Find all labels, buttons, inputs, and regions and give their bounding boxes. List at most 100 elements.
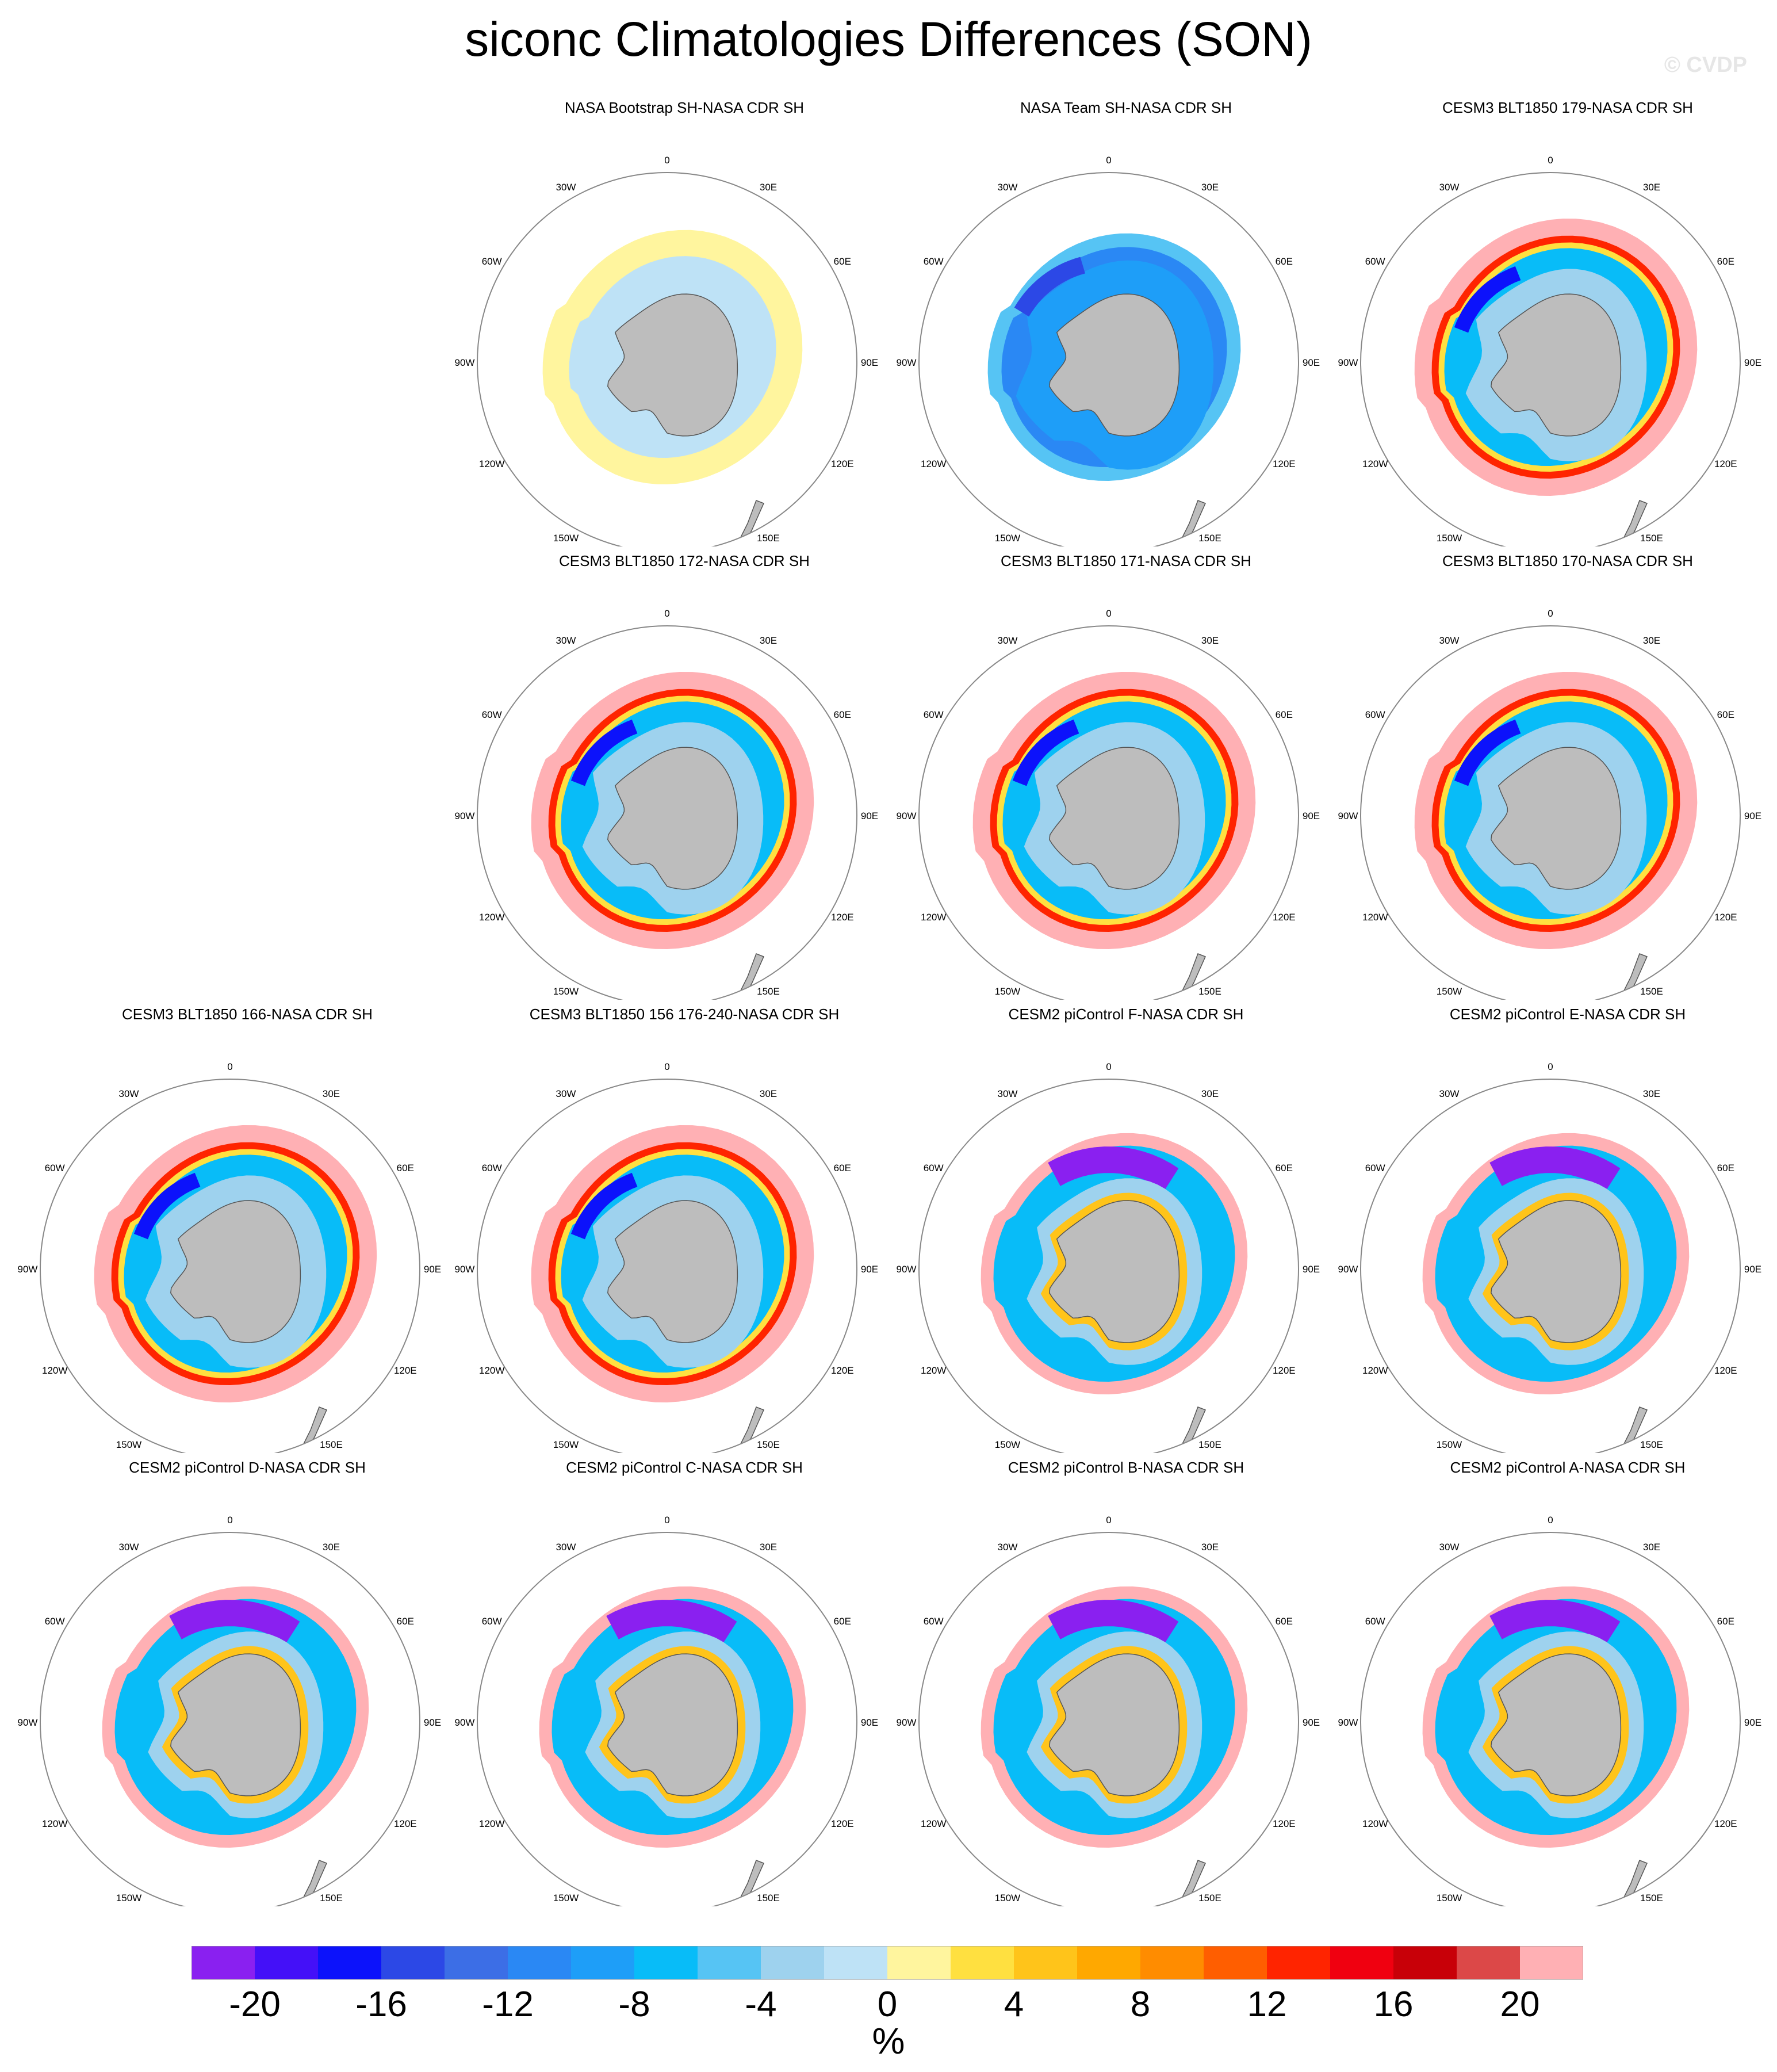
longitude-label: 120E — [1273, 458, 1296, 469]
polar-map: 030E60E90E120E150E180150W120W90W60W30W — [455, 1515, 878, 1906]
longitude-label: 150W — [995, 1439, 1020, 1450]
field-strong-negative — [606, 1600, 737, 1644]
polar-map: 030E60E90E120E150E180150W120W90W60W30W — [897, 608, 1320, 1000]
longitude-label: 120E — [394, 1818, 417, 1829]
longitude-label: 60E — [1276, 256, 1293, 267]
longitude-label: 60E — [397, 1163, 414, 1173]
map-boundary — [40, 1079, 420, 1453]
map-panel: NASA Bootstrap SH-NASA CDR SH 0 30E 60E 90E 1… — [437, 98, 932, 546]
colorbar-swatch — [887, 1946, 951, 1979]
longitude-label: 120E — [1273, 912, 1296, 923]
figure-title: siconc Climatologies Differences (SON) — [465, 12, 1312, 66]
longitude-label: 60E — [1717, 1163, 1734, 1173]
longitude-label: 0 — [227, 1515, 232, 1526]
longitude-label: 90W — [897, 811, 917, 821]
longitude-label: 90E — [1744, 1264, 1761, 1275]
south-america-landmass — [477, 660, 523, 693]
antarctica-landmass — [1491, 1200, 1622, 1343]
polar-map: 030E60E90E120E150E180150W120W90W60W30W — [455, 608, 878, 1000]
panel-title: NASA Team SH-NASA CDR SH — [1020, 99, 1232, 116]
longitude-label: 30W — [119, 1542, 139, 1553]
longitude-label: 60W — [1365, 1616, 1385, 1627]
tasmania-landmass — [1288, 511, 1298, 537]
longitude-label: 0 — [664, 1061, 669, 1072]
field-strong-negative — [169, 1600, 300, 1644]
longitude-label: 90E — [861, 1264, 878, 1275]
longitude-label: 150E — [1640, 1439, 1663, 1450]
longitude-label: 30W — [998, 1088, 1018, 1099]
longitude-label: 120E — [1714, 1818, 1737, 1829]
panel-title: CESM2 piControl B-NASA CDR SH — [1008, 1459, 1244, 1476]
longitude-label: 150E — [757, 1439, 780, 1450]
panel-title: CESM2 piControl E-NASA CDR SH — [1449, 1006, 1686, 1023]
south-america-landmass — [40, 1113, 86, 1146]
panel-title: CESM2 piControl A-NASA CDR SH — [1450, 1459, 1686, 1476]
longitude-label: 150W — [1437, 1893, 1462, 1903]
longitude-label: 90E — [1303, 357, 1320, 368]
longitude-label: 60W — [482, 1163, 502, 1173]
panel-title: CESM3 BLT1850 166-NASA CDR SH — [122, 1006, 373, 1023]
field-strong-negative — [1048, 1146, 1179, 1191]
longitude-label: 120E — [1714, 1365, 1737, 1376]
longitude-label: 120E — [831, 1365, 854, 1376]
longitude-label: 120W — [1362, 458, 1388, 469]
longitude-label: 60E — [1717, 709, 1734, 720]
longitude-label: 90E — [1303, 1264, 1320, 1275]
longitude-label: 30E — [323, 1088, 340, 1099]
south-america-landmass — [40, 1566, 86, 1599]
field-strong-negative — [1012, 719, 1079, 786]
longitude-label: 90E — [1744, 1717, 1761, 1728]
longitude-label: 150E — [1198, 986, 1221, 997]
tasmania-landmass — [1730, 964, 1740, 990]
longitude-label: 90W — [18, 1717, 38, 1728]
longitude-label: 60W — [45, 1616, 65, 1627]
longitude-label: 60E — [834, 1163, 851, 1173]
longitude-label: 0 — [1548, 1515, 1553, 1526]
longitude-label: 30E — [1643, 1088, 1660, 1099]
tasmania-landmass — [1288, 964, 1298, 990]
south-america-landmass — [1361, 1113, 1407, 1146]
longitude-label: 90E — [861, 357, 878, 368]
panel-title: CESM3 BLT1850 179-NASA CDR SH — [1442, 99, 1693, 116]
south-america-landmass — [919, 1566, 965, 1599]
map-panel: CESM2 piControl D-NASA CDR SH 0 30E 60E 90E 1… — [0, 1458, 495, 1906]
longitude-label: 150W — [116, 1439, 141, 1450]
colorbar-tick-label: 4 — [1004, 1985, 1024, 2021]
longitude-label: 120W — [921, 1365, 946, 1376]
map-boundary — [1360, 1079, 1741, 1453]
longitude-label: 150W — [1437, 986, 1462, 997]
longitude-label: 150E — [1640, 533, 1663, 544]
longitude-label: 120W — [479, 458, 504, 469]
colorbar-swatch — [1204, 1946, 1267, 1979]
colorbar-swatch — [255, 1946, 318, 1979]
south-america-landmass — [1361, 207, 1407, 239]
longitude-label: 0 — [1106, 155, 1111, 166]
longitude-label: 120W — [921, 1818, 946, 1829]
colorbar-swatch — [761, 1946, 824, 1979]
colorbar-swatch — [951, 1946, 1014, 1979]
south-america-landmass — [1361, 660, 1407, 693]
longitude-label: 150E — [1640, 1893, 1663, 1903]
polar-map: 030E60E90E120E150E180150W120W90W60W30W — [897, 1515, 1320, 1906]
colorbar-tick-label: 8 — [1131, 1985, 1150, 2021]
antarctica-landmass — [1491, 747, 1622, 890]
map-boundary — [918, 1079, 1299, 1453]
tasmania-landmass — [1288, 1417, 1298, 1443]
longitude-label: 0 — [227, 1061, 232, 1072]
map-boundary — [1360, 625, 1741, 1000]
longitude-label: 30E — [1201, 635, 1219, 646]
longitude-label: 60W — [1365, 709, 1385, 720]
longitude-label: 120W — [921, 912, 946, 923]
longitude-label: 150W — [995, 533, 1020, 544]
tasmania-landmass — [847, 1871, 856, 1897]
longitude-label: 150E — [320, 1893, 343, 1903]
longitude-label: 150W — [1437, 1439, 1462, 1450]
antarctica-landmass — [1049, 1200, 1180, 1343]
panel-title: CESM2 piControl D-NASA CDR SH — [129, 1459, 366, 1476]
longitude-label: 150E — [1640, 986, 1663, 997]
longitude-label: 60W — [45, 1163, 65, 1173]
longitude-label: 30E — [760, 1542, 777, 1553]
longitude-label: 30W — [556, 1542, 576, 1553]
longitude-label: 0 — [664, 1515, 669, 1526]
longitude-label: 30W — [1439, 1542, 1460, 1553]
